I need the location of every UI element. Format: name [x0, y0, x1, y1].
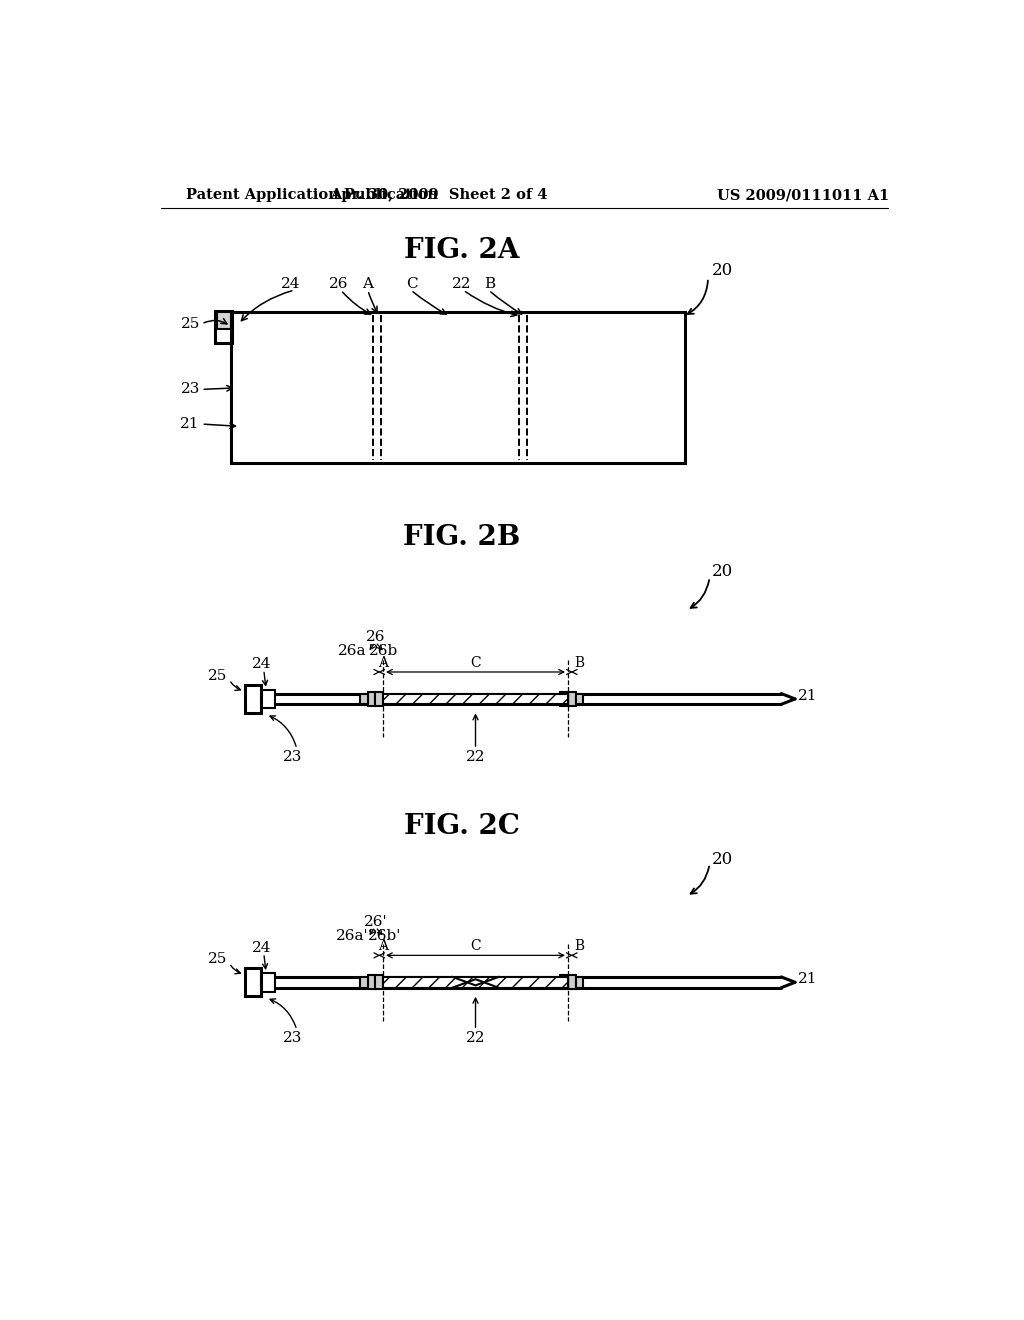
Bar: [245, 969, 261, 997]
Text: Patent Application Publication: Patent Application Publication: [186, 189, 438, 202]
Bar: [230, 313, 685, 462]
Text: FIG. 2B: FIG. 2B: [403, 524, 520, 550]
Text: 21: 21: [798, 973, 817, 986]
Bar: [368, 692, 376, 706]
Bar: [368, 975, 376, 989]
Bar: [560, 975, 568, 989]
Text: C: C: [470, 939, 481, 953]
Bar: [261, 973, 275, 991]
Text: 23: 23: [180, 383, 200, 396]
Text: 26: 26: [366, 631, 385, 644]
Text: 26: 26: [329, 277, 348, 290]
Bar: [575, 693, 584, 705]
Text: 23: 23: [283, 1031, 302, 1044]
Text: B: B: [483, 277, 495, 290]
Text: C: C: [470, 656, 481, 669]
Bar: [360, 977, 368, 987]
Text: 26b: 26b: [369, 644, 397, 659]
Text: C: C: [406, 277, 418, 290]
Bar: [376, 692, 383, 706]
Text: 25: 25: [208, 952, 227, 966]
Text: 26a': 26a': [336, 929, 369, 942]
Text: 22: 22: [466, 1031, 485, 1044]
Bar: [217, 313, 230, 329]
Bar: [376, 975, 383, 989]
Text: 21: 21: [798, 689, 817, 702]
Bar: [568, 975, 575, 989]
Text: 20: 20: [712, 850, 733, 867]
Text: 26': 26': [364, 915, 387, 929]
Bar: [383, 977, 568, 987]
Bar: [360, 693, 368, 705]
Text: 26b': 26b': [368, 929, 401, 942]
Bar: [575, 977, 584, 987]
Text: 25: 25: [208, 669, 227, 682]
Text: FIG. 2A: FIG. 2A: [403, 238, 519, 264]
Bar: [215, 312, 232, 343]
Text: FIG. 2C: FIG. 2C: [403, 813, 519, 841]
Text: A: A: [378, 656, 388, 669]
Text: 24: 24: [252, 941, 271, 954]
Text: 26a: 26a: [338, 644, 367, 659]
Bar: [261, 689, 275, 708]
Text: US 2009/0111011 A1: US 2009/0111011 A1: [717, 189, 890, 202]
Bar: [560, 692, 568, 706]
Text: 22: 22: [466, 750, 485, 764]
Text: B: B: [574, 939, 585, 953]
Text: Apr. 30, 2009  Sheet 2 of 4: Apr. 30, 2009 Sheet 2 of 4: [330, 189, 547, 202]
Text: 23: 23: [283, 750, 302, 764]
Text: A: A: [378, 939, 388, 953]
Bar: [383, 693, 568, 705]
Bar: [568, 692, 575, 706]
Text: 25: 25: [180, 317, 200, 331]
Text: B: B: [574, 656, 585, 669]
Text: 20: 20: [712, 564, 733, 581]
Text: 22: 22: [452, 277, 471, 290]
Text: 24: 24: [281, 277, 300, 290]
Text: 21: 21: [180, 417, 200, 432]
Text: 20: 20: [712, 261, 733, 279]
Text: 24: 24: [252, 657, 271, 672]
Bar: [245, 685, 261, 713]
Text: A: A: [362, 277, 373, 290]
